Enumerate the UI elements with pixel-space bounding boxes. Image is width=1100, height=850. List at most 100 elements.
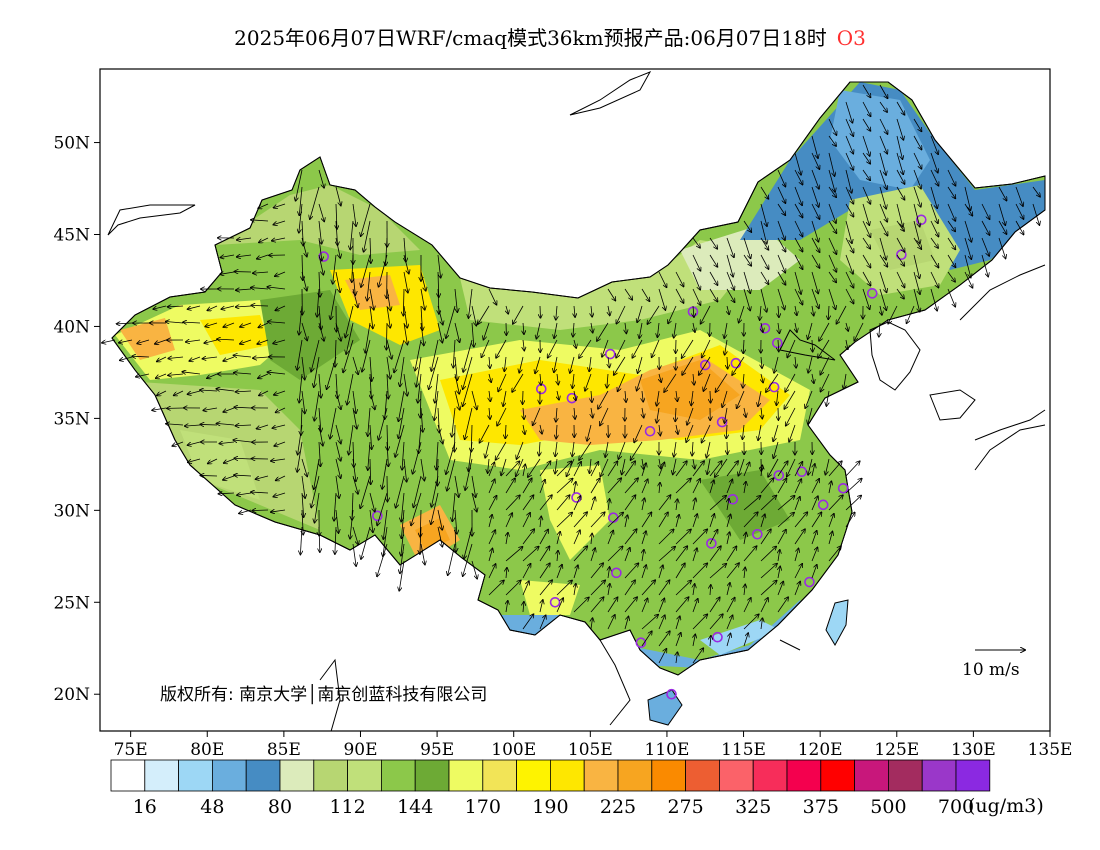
wind-arrow — [591, 322, 593, 333]
wind-arrow — [624, 478, 638, 494]
wind-arrow — [496, 339, 507, 358]
colorbar-swatch — [685, 759, 720, 792]
wind-arrow — [879, 169, 887, 189]
wind-arrow — [463, 339, 473, 372]
wind-arrow — [556, 512, 572, 528]
wind-arrow — [709, 480, 714, 494]
wind-arrow — [554, 356, 558, 372]
colorbar-swatch — [550, 759, 585, 792]
wind-arrow — [272, 424, 286, 428]
copyright-text: 版权所有: 南京大学│南京创蓝科技有限公司 — [160, 685, 488, 705]
wind-arrow — [319, 441, 320, 466]
wind-arrow — [743, 546, 757, 562]
wind-arrow — [591, 407, 593, 418]
wind-arrow — [299, 203, 303, 233]
wind-arrow — [579, 441, 592, 460]
lon-tick-label: 120E — [798, 740, 843, 760]
wind-arrow — [600, 458, 609, 476]
wind-arrow — [707, 458, 711, 474]
colorbar-label: 700 — [938, 796, 974, 818]
wind-arrow — [682, 339, 694, 358]
wind-arrow — [777, 581, 783, 596]
wind-arrow — [709, 614, 723, 630]
wind-arrow — [795, 305, 797, 315]
wind-arrow — [488, 515, 492, 528]
wind-arrow — [795, 356, 796, 368]
wind-arrow — [760, 203, 767, 226]
station-marker — [611, 567, 622, 579]
wind-arrow — [947, 186, 955, 198]
wind-arrow — [828, 169, 835, 192]
wind-arrow — [964, 203, 972, 216]
wind-arrow — [812, 339, 813, 352]
wind-arrow — [879, 203, 887, 222]
wind-arrow — [368, 407, 370, 436]
wind-arrow — [794, 497, 800, 511]
lat-tick-label: 25N — [53, 593, 90, 613]
wind-arrow — [418, 373, 422, 403]
wind-arrow — [361, 526, 371, 559]
wind-arrow — [267, 372, 286, 374]
wind-arrow — [276, 475, 286, 480]
wind-arrow — [743, 339, 744, 353]
wind-arrow — [220, 272, 235, 274]
wind-arrow — [352, 543, 356, 566]
wind-arrow — [327, 356, 337, 389]
wind-arrow — [981, 237, 989, 256]
wind-arrow — [516, 458, 524, 476]
wind-arrow — [743, 633, 748, 647]
wind-arrow — [522, 513, 530, 528]
wind-arrow — [591, 390, 592, 402]
wind-arrow — [760, 546, 776, 562]
wind-arrow — [811, 203, 820, 219]
wind-arrow — [778, 339, 779, 352]
wind-arrow — [896, 237, 905, 252]
wind-arrow — [998, 203, 1005, 225]
wind-arrow — [794, 548, 799, 562]
wind-arrow — [607, 597, 618, 613]
lon-tick-label: 90E — [343, 740, 377, 760]
wind-arrow — [235, 425, 252, 426]
wind-arrow — [625, 390, 626, 402]
wind-arrow — [152, 408, 167, 410]
wind-arrow — [234, 475, 252, 476]
wind-arrow — [760, 237, 768, 250]
wind-arrow — [465, 458, 473, 490]
wind-arrow — [794, 203, 803, 217]
wind-arrow — [523, 464, 525, 477]
wind-arrow — [675, 407, 676, 421]
lon-tick-label: 75E — [114, 740, 148, 760]
wind-arrow — [1015, 186, 1023, 206]
wind-arrow — [447, 458, 456, 491]
wind-arrow — [608, 305, 610, 315]
wind-arrow — [693, 322, 695, 332]
wind-arrow — [862, 220, 870, 237]
wind-arrow — [330, 407, 337, 439]
wind-arrow — [776, 390, 778, 405]
wind-arrow — [608, 567, 610, 579]
wind-arrow — [657, 407, 659, 423]
wind-arrow — [522, 564, 531, 579]
wind-arrow — [725, 339, 727, 355]
wind-arrow — [641, 479, 648, 494]
wind-arrow — [369, 492, 375, 512]
wind-arrow — [846, 322, 848, 331]
wind-arrow — [413, 475, 422, 507]
wind-arrow — [743, 462, 750, 477]
wind-arrow — [251, 288, 269, 289]
map-title: 2025年06月07日WRF/cmaq模式36km预报产品:06月07日18时 O… — [0, 22, 1100, 51]
wind-arrow — [540, 516, 541, 528]
wind-arrow — [930, 135, 938, 154]
wind-arrow — [237, 493, 252, 495]
wind-arrow — [420, 458, 424, 481]
colorbar-label: 170 — [465, 796, 501, 818]
wind-arrow — [301, 237, 307, 257]
wind-arrow — [845, 461, 860, 477]
wind-arrow — [811, 220, 818, 242]
wind-arrow — [727, 356, 728, 369]
wind-arrow — [808, 407, 813, 424]
wind-arrow — [271, 510, 286, 512]
wind-arrow — [203, 408, 218, 410]
colorbar-swatch — [347, 759, 382, 792]
wind-vectors — [102, 84, 1040, 664]
